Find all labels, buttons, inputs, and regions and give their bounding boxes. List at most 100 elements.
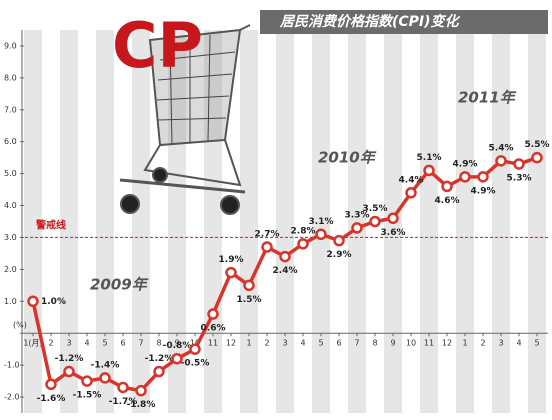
- value-label: 0.6%: [201, 324, 226, 334]
- point: [63, 365, 75, 378]
- stripe: [312, 30, 330, 413]
- x-tick-label: 2: [48, 339, 53, 348]
- stripe: [132, 30, 150, 413]
- point: [495, 155, 507, 167]
- point: [423, 164, 435, 177]
- y-tick-label: -2.0: [4, 393, 20, 402]
- stripe: [348, 30, 366, 413]
- shopping-cart-illustration: [119, 24, 251, 215]
- point: [351, 222, 363, 234]
- value-label: -1.4%: [91, 360, 120, 370]
- value-label: -0.8%: [163, 341, 192, 351]
- value-label: -1.2%: [145, 354, 174, 364]
- y-tick-label: 8.0: [4, 73, 17, 82]
- value-label: 3.1%: [309, 217, 334, 227]
- value-label: -1.5%: [73, 391, 102, 401]
- value-label: 4.6%: [435, 196, 460, 206]
- y-tick-label: -1.0: [4, 361, 20, 370]
- stripe: [420, 30, 438, 413]
- y-tick-label: 4.0: [4, 201, 17, 210]
- y-unit-label: (%): [13, 321, 27, 330]
- point: [207, 308, 219, 320]
- value-label: 5.4%: [489, 143, 514, 153]
- x-tick-label: 11: [208, 339, 218, 348]
- value-label: 3.5%: [363, 204, 388, 214]
- x-tick-label: 6: [336, 339, 341, 348]
- stripe: [456, 30, 474, 413]
- x-tick-label: 8: [372, 339, 377, 348]
- value-label: 2.8%: [291, 226, 316, 236]
- value-label: 4.4%: [399, 175, 424, 185]
- emblem-text: CP: [112, 9, 203, 82]
- stripe: [60, 30, 78, 413]
- x-tick-label: 11: [424, 339, 434, 348]
- point: [279, 250, 291, 263]
- x-tick-label: 3: [282, 339, 287, 348]
- value-label: 3.6%: [381, 228, 406, 238]
- value-label: 1.0%: [41, 297, 66, 307]
- x-tick-label: 4: [300, 339, 305, 348]
- y-tick-label: 6.0: [4, 137, 17, 146]
- x-tick-label: 5: [318, 339, 323, 348]
- point: [405, 187, 417, 199]
- stripe: [96, 30, 114, 413]
- chart-title: 居民消费价格指数(CPI)变化: [279, 13, 461, 30]
- point: [459, 171, 471, 183]
- value-label: 2.7%: [255, 230, 280, 240]
- value-label: 5.5%: [525, 140, 550, 150]
- x-tick-label: 1(月): [23, 339, 42, 348]
- x-tick-label: 3: [498, 339, 503, 348]
- stripe: [492, 30, 510, 413]
- stripe: [240, 30, 258, 413]
- y-tick-label: 9.0: [4, 41, 17, 50]
- point: [99, 372, 111, 384]
- x-tick-label: 4: [516, 339, 521, 348]
- value-label: 1.5%: [237, 295, 262, 305]
- x-tick-label: 12: [226, 339, 236, 348]
- point: [153, 365, 165, 378]
- value-label: 5.3%: [507, 174, 532, 184]
- x-tick-label: 5: [102, 339, 107, 348]
- x-tick-label: 3: [66, 339, 71, 348]
- value-label: 5.1%: [417, 153, 442, 163]
- point: [333, 234, 345, 247]
- point: [243, 279, 255, 292]
- x-tick-label: 7: [138, 339, 143, 348]
- value-label: 1.9%: [219, 255, 244, 265]
- background-stripes: [24, 30, 546, 413]
- value-label: -1.7%: [109, 397, 138, 407]
- x-tick-label: 5: [534, 339, 539, 348]
- y-tick-label: 5.0: [4, 169, 17, 178]
- value-label: 2.4%: [273, 266, 298, 276]
- point: [315, 228, 327, 241]
- x-tick-label: 10: [406, 339, 416, 348]
- year-label: 2010年: [318, 149, 377, 167]
- year-label: 2009年: [90, 276, 149, 294]
- x-tick-label: 6: [120, 339, 125, 348]
- y-tick-label: 7.0: [4, 105, 17, 114]
- x-tick-label: 9: [174, 339, 179, 348]
- point: [477, 171, 489, 183]
- value-label: -1.8%: [127, 400, 156, 410]
- x-tick-label: 2: [264, 339, 269, 348]
- x-tick-label: 4: [84, 339, 89, 348]
- point: [261, 241, 273, 253]
- point: [387, 212, 399, 225]
- y-tick-label: 1.0: [4, 297, 17, 306]
- x-tick-label: 2: [480, 339, 485, 348]
- value-label: 4.9%: [471, 186, 496, 196]
- stripe: [276, 30, 294, 413]
- x-tick-label: 9: [390, 339, 395, 348]
- value-label: 2.9%: [327, 250, 352, 260]
- value-label: -0.5%: [181, 359, 210, 369]
- point: [171, 352, 183, 365]
- x-tick-label: 7: [354, 339, 359, 348]
- point: [441, 180, 453, 193]
- point: [369, 215, 381, 228]
- y-tick-label: 2.0: [4, 265, 17, 274]
- point: [297, 238, 309, 250]
- value-label: -1.6%: [37, 394, 66, 404]
- point: [135, 384, 147, 397]
- stripe: [168, 30, 186, 413]
